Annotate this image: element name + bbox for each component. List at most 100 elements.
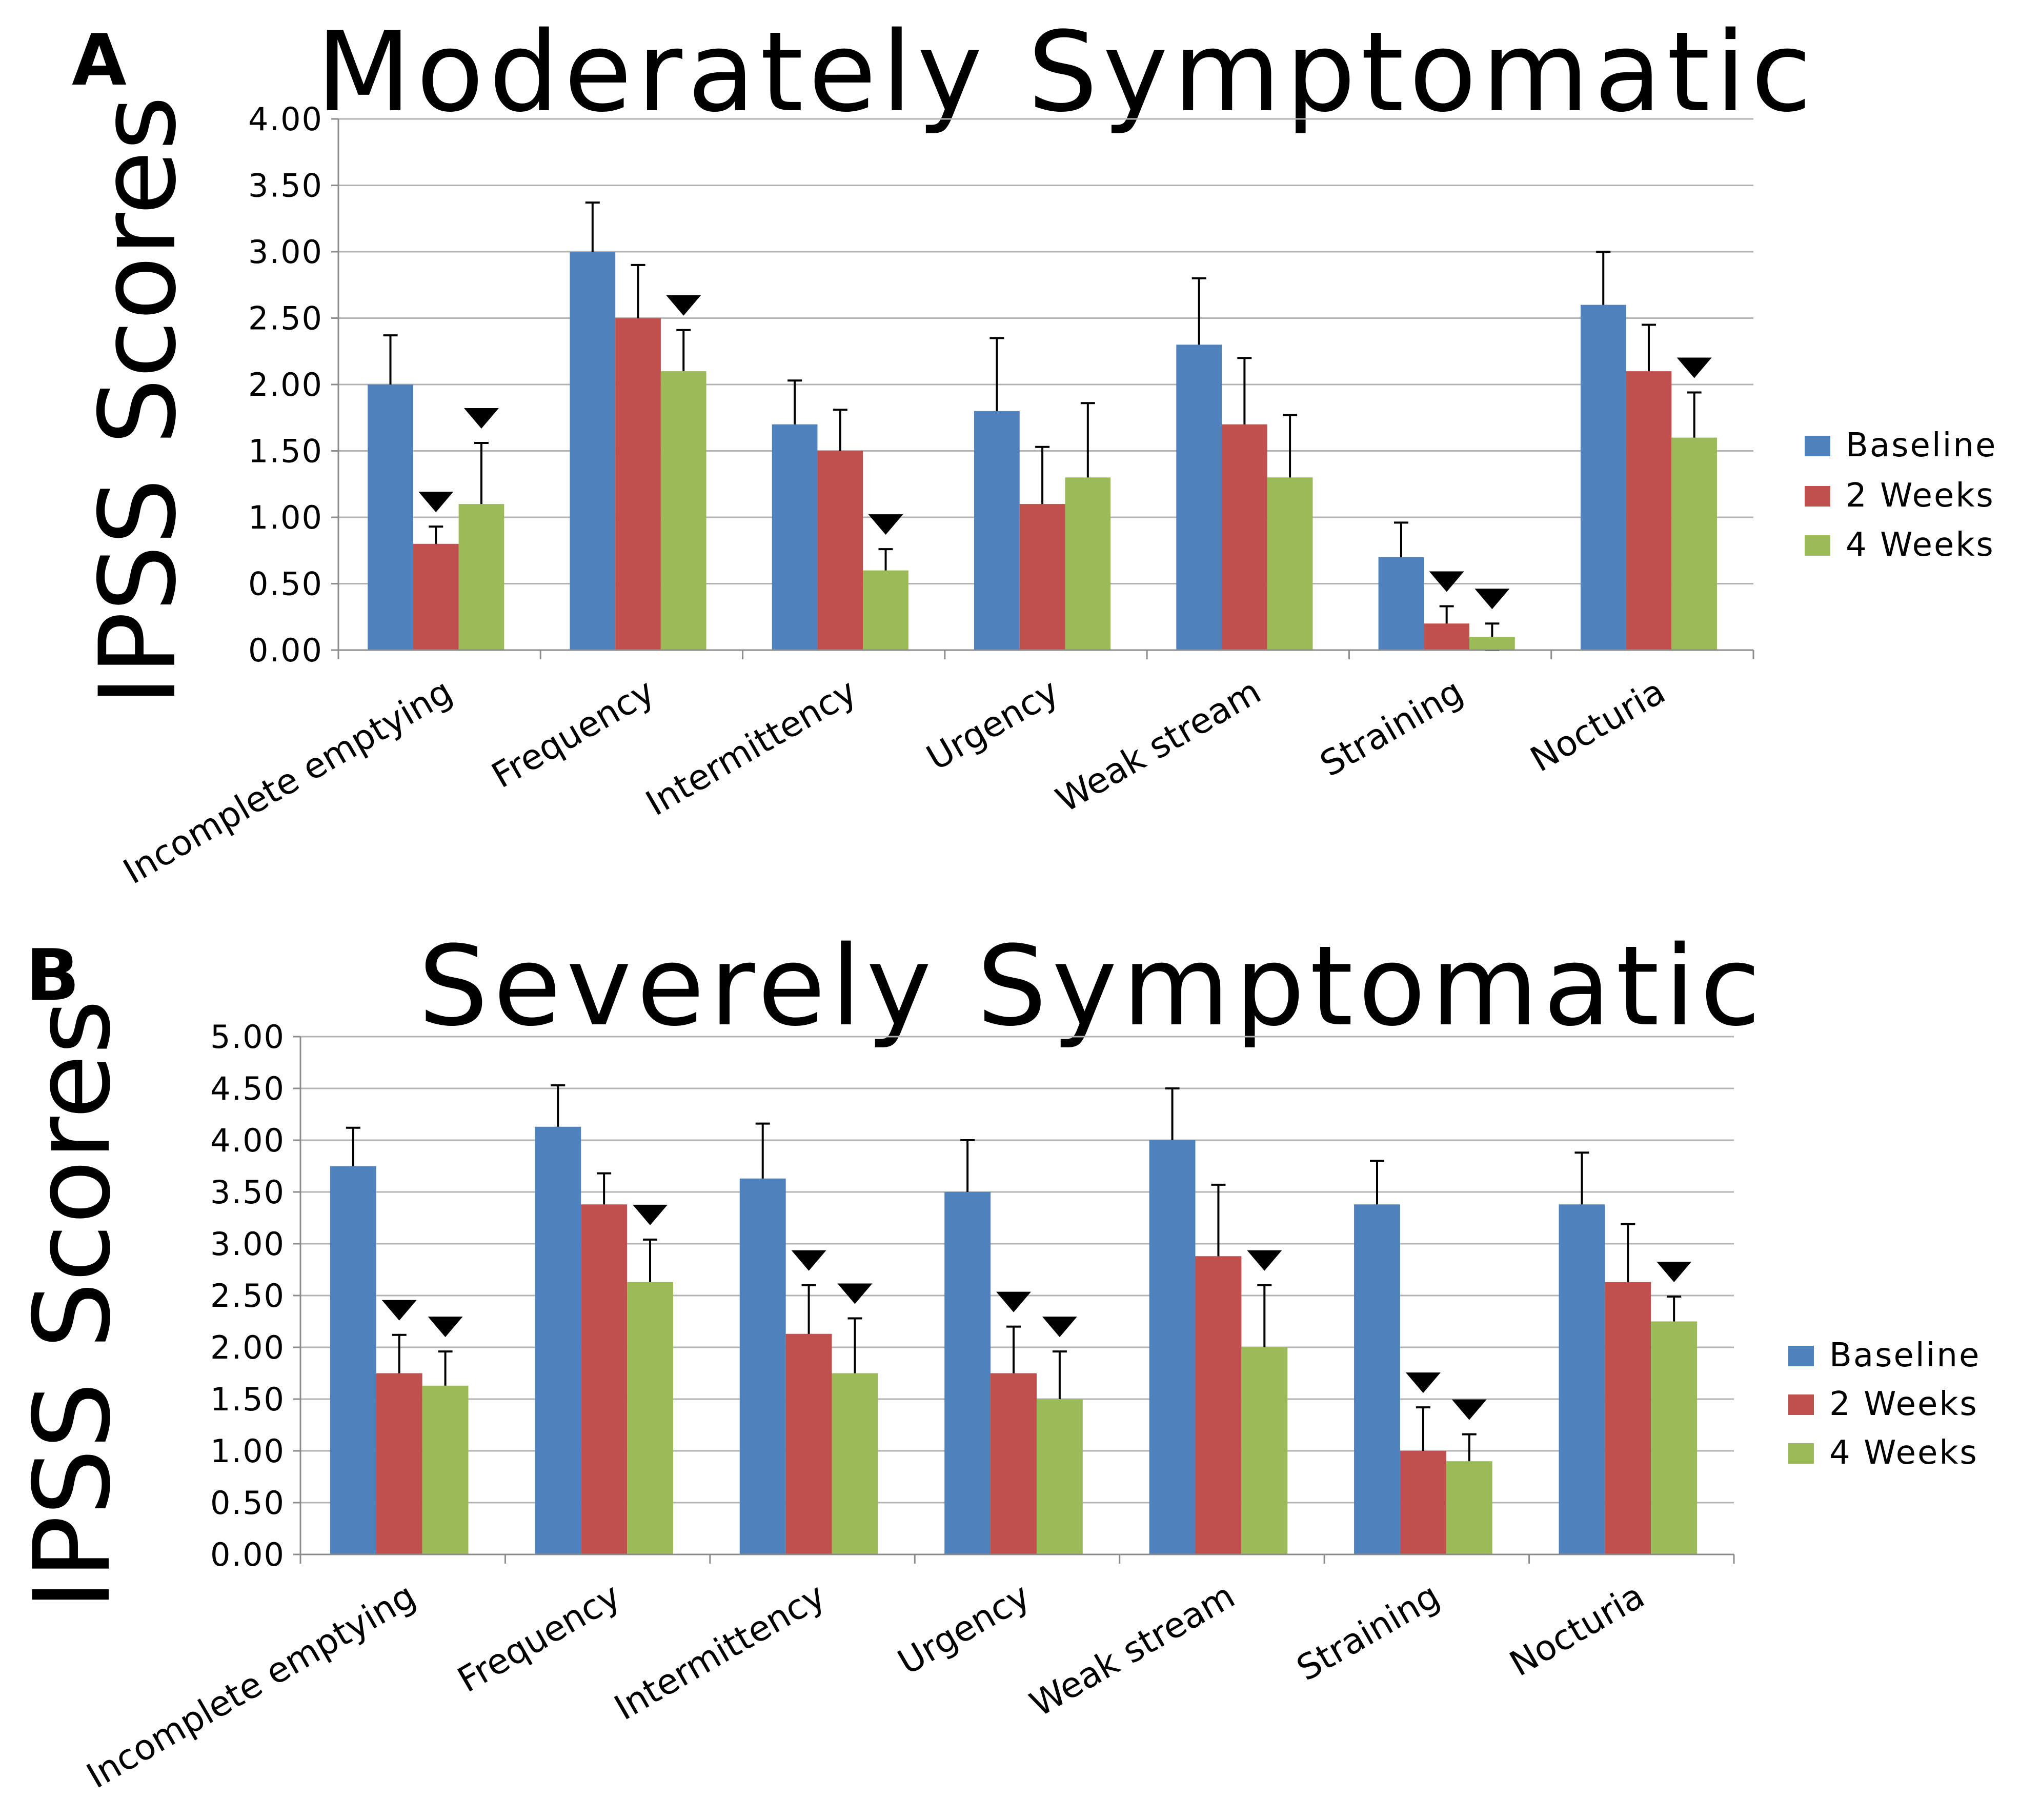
significance-triangle	[996, 1291, 1032, 1312]
significance-triangle	[418, 492, 454, 513]
legend-swatch-4-weeks	[1788, 1443, 1814, 1464]
bar-urgency-2-weeks	[1019, 504, 1065, 650]
category-label: Weak stream	[1049, 671, 1268, 820]
bar-incomplete-emptying-4-weeks	[422, 1385, 469, 1554]
bar-straining-2-weeks	[1400, 1451, 1446, 1554]
significance-triangle	[837, 1283, 873, 1304]
significance-triangle	[1405, 1372, 1441, 1393]
bar-weak-stream-baseline	[1149, 1140, 1196, 1554]
panel-b-legend: Baseline 2 Weeks 4 Weeks	[1788, 1337, 1981, 1472]
bar-weak-stream-2-weeks	[1195, 1256, 1242, 1554]
bar-nocturia-4-weeks	[1671, 437, 1718, 650]
bar-straining-baseline	[1378, 557, 1424, 650]
significance-triangle	[1429, 571, 1464, 592]
bar-weak-stream-4-weeks	[1241, 1347, 1288, 1554]
legend-swatch-baseline	[1805, 436, 1830, 456]
bar-straining-baseline	[1354, 1204, 1400, 1554]
bar-intermittency-4-weeks	[863, 570, 908, 650]
legend-label-baseline: Baseline	[1829, 1337, 1981, 1374]
panel-b-bars	[330, 1126, 1698, 1554]
category-label: Straining	[1290, 1575, 1446, 1689]
y-tick-label: 4.50	[210, 1070, 285, 1107]
y-tick-label: 4.00	[248, 100, 323, 138]
y-tick-label: 0.00	[248, 632, 323, 669]
bar-nocturia-baseline	[1559, 1204, 1605, 1554]
y-tick-label: 2.00	[210, 1329, 285, 1366]
panel-b-category-labels: Incomplete emptying Frequency Intermitte…	[80, 1575, 1651, 1796]
significance-triangle	[1475, 589, 1510, 610]
bar-frequency-2-weeks	[615, 318, 661, 650]
bar-intermittency-2-weeks	[785, 1333, 832, 1554]
significance-triangle	[1657, 1262, 1692, 1283]
bar-straining-2-weeks	[1424, 623, 1470, 650]
bar-intermittency-4-weeks	[832, 1373, 878, 1554]
category-label: Intermittency	[608, 1575, 832, 1728]
y-tick-label: 3.00	[210, 1225, 285, 1263]
legend-label-4-weeks: 4 Weeks	[1829, 1434, 1978, 1472]
bar-urgency-2-weeks	[991, 1373, 1037, 1554]
panel-a-legend: Baseline 2 Weeks 4 Weeks	[1805, 427, 1995, 564]
y-tick-label: 1.50	[210, 1381, 285, 1418]
legend-swatch-2-weeks	[1788, 1394, 1814, 1415]
y-tick-label: 0.00	[210, 1536, 285, 1573]
significance-triangle	[791, 1250, 826, 1271]
legend-swatch-2-weeks	[1805, 486, 1830, 507]
panel-a-axes	[331, 118, 1754, 659]
y-tick-label: 1.50	[248, 433, 323, 470]
bar-nocturia-2-weeks	[1626, 371, 1672, 650]
y-tick-label: 1.00	[210, 1432, 285, 1470]
panel-b-label: B	[26, 934, 79, 1017]
panel-a-y-axis-label: IPSS Scores	[77, 96, 199, 706]
bar-intermittency-baseline	[772, 424, 818, 650]
y-tick-label: 1.00	[248, 499, 323, 536]
panel-a-category-labels: Incomplete emptying Frequency Intermitte…	[117, 671, 1672, 892]
panel-a: A Moderately Symptomatic IPSS Scores 0.0…	[72, 8, 1995, 893]
category-label: Frequency	[485, 671, 661, 796]
category-label: Intermittency	[639, 671, 863, 824]
bar-frequency-baseline	[570, 252, 616, 650]
bar-incomplete-emptying-baseline	[368, 385, 413, 650]
bar-straining-4-weeks	[1446, 1461, 1492, 1554]
category-label: Nocturia	[1503, 1575, 1651, 1684]
panel-b-axes	[293, 1036, 1735, 1564]
panel-a-title: Moderately Symptomatic	[316, 8, 1817, 136]
bar-weak-stream-2-weeks	[1222, 424, 1267, 650]
significance-triangle	[1247, 1250, 1282, 1271]
bar-incomplete-emptying-2-weeks	[413, 543, 459, 650]
significance-triangle	[428, 1317, 463, 1338]
category-label: Urgency	[892, 1575, 1037, 1683]
bar-frequency-baseline	[535, 1126, 581, 1554]
bar-urgency-4-weeks	[1036, 1399, 1083, 1554]
significance-triangle	[1677, 357, 1712, 378]
y-tick-label: 0.50	[210, 1484, 285, 1522]
panel-b: B Severely Symptomatic IPSS Scores 0.00 …	[12, 922, 1981, 1797]
bar-weak-stream-baseline	[1176, 345, 1222, 650]
y-tick-label: 4.00	[210, 1122, 285, 1159]
y-tick-label: 2.50	[210, 1277, 285, 1315]
bar-nocturia-2-weeks	[1605, 1282, 1651, 1554]
significance-triangle	[381, 1300, 417, 1321]
y-tick-label: 3.50	[210, 1174, 285, 1211]
bar-frequency-4-weeks	[660, 371, 706, 650]
bar-intermittency-2-weeks	[817, 451, 863, 650]
legend-label-4-weeks: 4 Weeks	[1846, 526, 1995, 564]
panel-b-title: Severely Symptomatic	[418, 922, 1766, 1050]
panel-b-significance-markers	[381, 1204, 1692, 1420]
legend-label-2-weeks: 2 Weeks	[1829, 1385, 1978, 1423]
bar-urgency-4-weeks	[1065, 477, 1111, 650]
bar-frequency-4-weeks	[627, 1282, 673, 1554]
y-tick-label: 3.50	[248, 167, 323, 205]
y-tick-label: 5.00	[210, 1018, 285, 1056]
panel-b-y-axis-label: IPSS Scores	[12, 1000, 134, 1610]
bar-intermittency-baseline	[739, 1178, 786, 1554]
y-tick-label: 3.00	[248, 233, 323, 271]
legend-swatch-baseline	[1788, 1346, 1814, 1366]
category-label: Weak stream	[1023, 1575, 1242, 1725]
panel-b-y-tick-labels: 0.00 0.50 1.00 1.50 2.00 2.50 3.00 3.50 …	[210, 1018, 285, 1573]
bar-incomplete-emptying-4-weeks	[458, 504, 504, 650]
bar-incomplete-emptying-2-weeks	[376, 1373, 422, 1554]
panel-a-label: A	[72, 19, 127, 102]
legend-swatch-4-weeks	[1805, 535, 1830, 556]
y-tick-label: 2.50	[248, 300, 323, 337]
